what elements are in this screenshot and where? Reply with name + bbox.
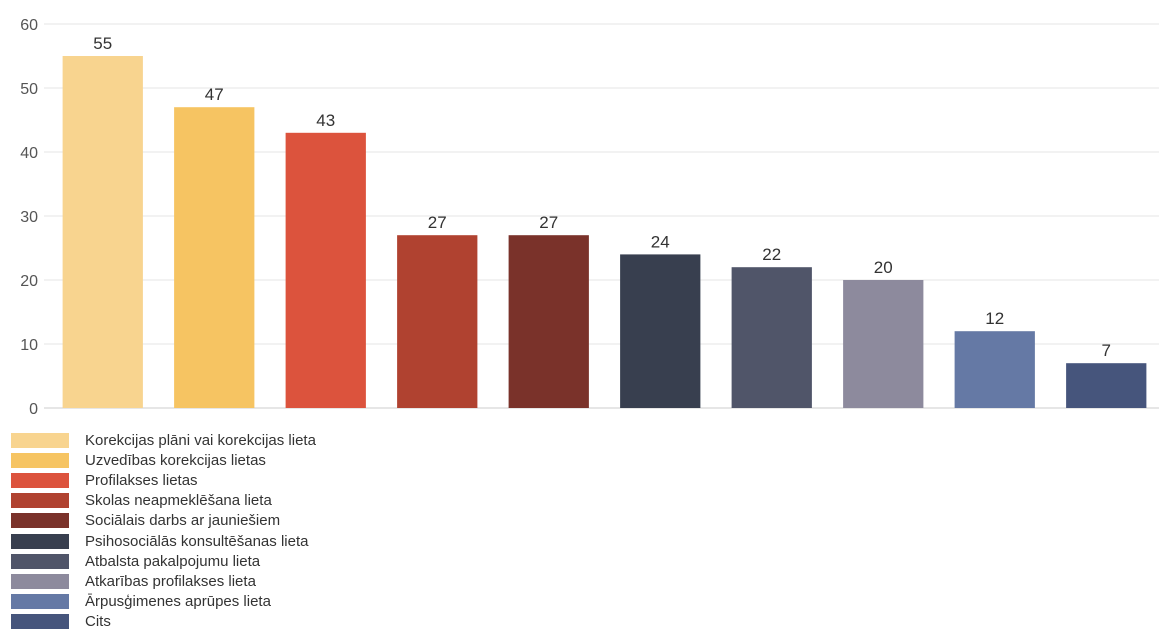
- y-tick-label: 30: [20, 209, 38, 226]
- legend-swatch: [11, 553, 69, 569]
- legend-item[interactable]: Korekcijas plāni vai korekcijas lieta: [11, 430, 611, 450]
- bar-value-label: 12: [985, 309, 1004, 328]
- bar-chart: 0 10 20 30 40 50 60 55 47 43 27 27 24 22 20 12 7: [20, 17, 1159, 418]
- legend-item[interactable]: Uzvedības korekcijas lietas: [11, 450, 611, 470]
- legend-label: Atkarības profilakses lieta: [85, 572, 256, 590]
- y-tick-label: 60: [20, 17, 38, 34]
- bar-value-label: 47: [205, 85, 224, 104]
- legend-swatch: [11, 594, 69, 610]
- legend: Korekcijas plāni vai korekcijas lieta Uzv…: [11, 430, 611, 632]
- y-tick-label: 40: [20, 145, 38, 162]
- data-labels: 55 47 43 27 27 24 22 20 12 7: [93, 34, 1111, 360]
- bar-value-label: 55: [93, 34, 112, 53]
- bar[interactable]: [62, 56, 143, 408]
- legend-swatch: [11, 614, 69, 630]
- y-tick-label: 0: [29, 401, 38, 418]
- legend-swatch: [11, 432, 69, 448]
- y-axis-ticks: 0 10 20 30 40 50 60: [20, 17, 38, 418]
- bar-value-label: 43: [316, 111, 335, 130]
- bar[interactable]: [731, 267, 812, 408]
- legend-swatch: [11, 493, 69, 509]
- legend-item[interactable]: Psihosociālās konsultēšanas lieta: [11, 531, 611, 551]
- bar-value-label: 27: [428, 213, 447, 232]
- legend-item[interactable]: Atkarības profilakses lieta: [11, 571, 611, 591]
- legend-swatch: [11, 472, 69, 488]
- bar-value-label: 24: [651, 232, 670, 251]
- legend-label: Atbalsta pakalpojumu lieta: [85, 552, 261, 570]
- bar[interactable]: [508, 235, 589, 408]
- bar[interactable]: [1066, 363, 1147, 408]
- legend-swatch: [11, 573, 69, 589]
- y-tick-label: 50: [20, 81, 38, 98]
- y-tick-label: 20: [20, 273, 38, 290]
- bar-value-label: 20: [874, 258, 893, 277]
- bar[interactable]: [620, 254, 701, 408]
- bar[interactable]: [954, 331, 1035, 408]
- legend-label: Sociālais darbs ar jauniešiem: [85, 512, 281, 530]
- legend-item[interactable]: Atbalsta pakalpojumu lieta: [11, 551, 611, 571]
- legend-label: Cits: [85, 613, 111, 631]
- y-tick-label: 10: [20, 337, 38, 354]
- legend-label: Korekcijas plāni vai korekcijas lieta: [85, 431, 316, 449]
- legend-swatch: [11, 533, 69, 549]
- legend-label: Skolas neapmeklēšana lieta: [85, 492, 272, 510]
- bar-value-label: 7: [1102, 341, 1111, 360]
- legend-item[interactable]: Ārpusģimenes aprūpes lieta: [11, 592, 611, 612]
- legend-item[interactable]: Profilakses lietas: [11, 470, 611, 490]
- bars: [62, 56, 1147, 409]
- legend-label: Ārpusģimenes aprūpes lieta: [85, 593, 271, 611]
- legend-swatch: [11, 452, 69, 468]
- bar-value-label: 27: [539, 213, 558, 232]
- legend-label: Psihosociālās konsultēšanas lieta: [85, 532, 309, 550]
- legend-item[interactable]: Sociālais darbs ar jauniešiem: [11, 511, 611, 531]
- bar[interactable]: [174, 107, 255, 408]
- legend-label: Profilakses lietas: [85, 471, 198, 489]
- bar[interactable]: [843, 280, 924, 408]
- bar-value-label: 22: [762, 245, 781, 264]
- legend-label: Uzvedības korekcijas lietas: [85, 451, 266, 469]
- bar[interactable]: [397, 235, 478, 408]
- legend-item[interactable]: Cits: [11, 612, 611, 632]
- legend-item[interactable]: Skolas neapmeklēšana lieta: [11, 491, 611, 511]
- bar[interactable]: [285, 132, 366, 409]
- legend-swatch: [11, 513, 69, 529]
